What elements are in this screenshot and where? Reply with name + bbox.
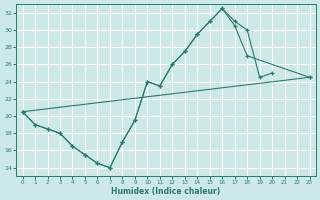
X-axis label: Humidex (Indice chaleur): Humidex (Indice chaleur) bbox=[111, 187, 221, 196]
